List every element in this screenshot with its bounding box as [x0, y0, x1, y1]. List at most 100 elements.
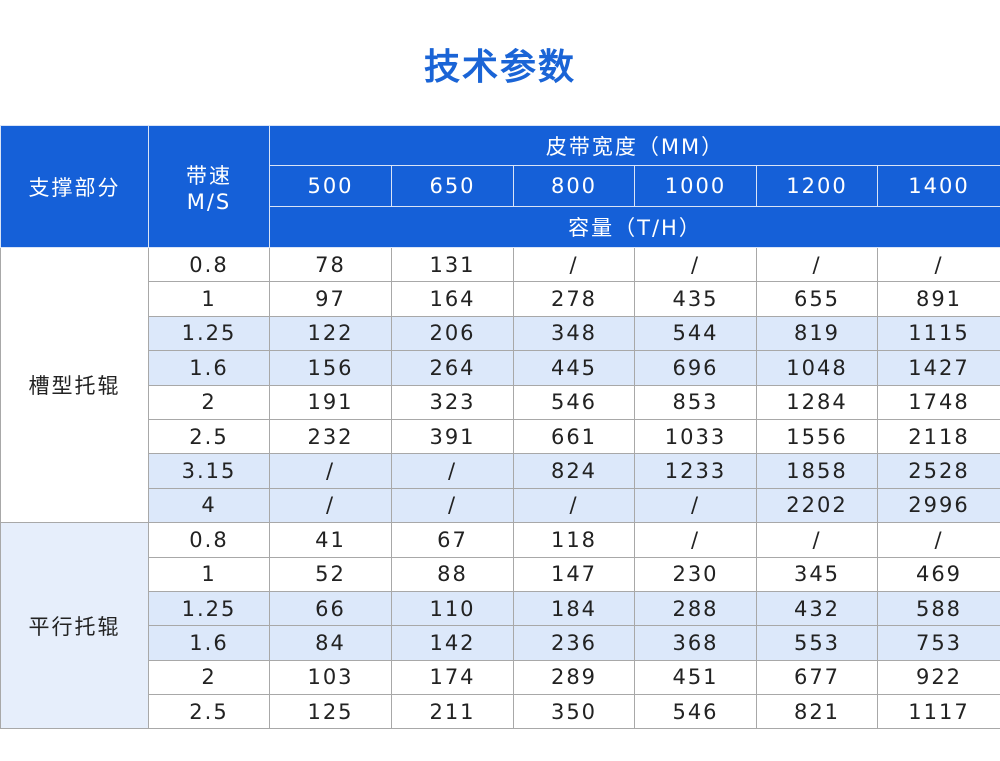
capacity-cell: /	[391, 487, 514, 524]
header-width-500: 500	[269, 165, 392, 207]
capacity-cell: 451	[634, 659, 757, 696]
header-speed: 带速 M/S	[148, 125, 270, 248]
capacity-cell: 230	[634, 556, 757, 592]
table-row: 2 191 323 546 853 1284 1748	[1, 384, 1000, 420]
capacity-cell: 922	[877, 659, 1000, 696]
capacity-cell: /	[634, 522, 757, 558]
capacity-cell: 323	[391, 384, 514, 420]
spec-table: 支撑部分 带速 M/S 皮带宽度（MM） 500 650 800 1000 1200 14…	[0, 125, 1000, 730]
capacity-cell: 1427	[877, 350, 1000, 386]
table-row: 1.6 156 264 445 696 1048 1427	[1, 350, 1000, 386]
capacity-cell: 142	[391, 625, 514, 661]
capacity-cell: 88	[391, 556, 514, 592]
table-row: 2.5 125 211 350 546 821 1117	[1, 694, 1000, 730]
capacity-cell: /	[269, 487, 392, 524]
capacity-cell: 368	[634, 625, 757, 661]
speed-cell: 1.25	[148, 315, 270, 352]
speed-cell: 3.15	[148, 453, 270, 489]
capacity-cell: 819	[756, 315, 878, 352]
capacity-cell: 345	[756, 556, 878, 592]
speed-cell: 2	[148, 659, 270, 696]
capacity-cell: 264	[391, 350, 514, 386]
capacity-cell: 66	[269, 590, 392, 627]
capacity-cell: 469	[877, 556, 1000, 592]
capacity-cell: 1556	[756, 418, 878, 455]
capacity-cell: 1858	[756, 453, 878, 489]
capacity-cell: 655	[756, 281, 878, 317]
capacity-cell: 103	[269, 659, 392, 696]
speed-cell: 0.8	[148, 246, 270, 283]
capacity-cell: 544	[634, 315, 757, 352]
capacity-cell: 588	[877, 590, 1000, 627]
capacity-cell: 211	[391, 694, 514, 730]
group-label: 平行托辊	[0, 522, 149, 730]
header-width-1200: 1200	[756, 165, 878, 207]
capacity-cell: /	[513, 487, 635, 524]
capacity-cell: 1117	[877, 694, 1000, 730]
capacity-cell: 122	[269, 315, 392, 352]
capacity-cell: 891	[877, 281, 1000, 317]
capacity-cell: /	[269, 453, 392, 489]
header-belt-width: 皮带宽度（MM）	[269, 125, 1000, 166]
capacity-cell: 553	[756, 625, 878, 661]
capacity-cell: 147	[513, 556, 635, 592]
capacity-cell: 753	[877, 625, 1000, 661]
speed-cell: 2.5	[148, 694, 270, 730]
capacity-cell: /	[877, 246, 1000, 283]
capacity-cell: 824	[513, 453, 635, 489]
capacity-cell: /	[756, 522, 878, 558]
table-row: 1 97 164 278 435 655 891	[1, 281, 1000, 317]
capacity-cell: 289	[513, 659, 635, 696]
speed-cell: 1	[148, 556, 270, 592]
header-width-1400: 1400	[877, 165, 1000, 207]
table-row: 2.5 232 391 661 1033 1556 2118	[1, 418, 1000, 455]
capacity-cell: 2118	[877, 418, 1000, 455]
capacity-cell: 97	[269, 281, 392, 317]
capacity-cell: 445	[513, 350, 635, 386]
capacity-cell: /	[391, 453, 514, 489]
capacity-cell: 84	[269, 625, 392, 661]
capacity-cell: 118	[513, 522, 635, 558]
capacity-cell: 1284	[756, 384, 878, 420]
capacity-cell: 41	[269, 522, 392, 558]
capacity-cell: 853	[634, 384, 757, 420]
header-width-800: 800	[513, 165, 635, 207]
speed-cell: 1	[148, 281, 270, 317]
header-speed-label: 带速	[186, 163, 232, 188]
table-row: 平行托辊 0.8 41 67 118// /	[0, 522, 1000, 730]
capacity-cell: 391	[391, 418, 514, 455]
capacity-cell: /	[634, 246, 757, 283]
table-row: 4// //2202 2996	[1, 487, 1000, 524]
table-row: 1.25 66 110 184 288 432 588	[1, 590, 1000, 627]
capacity-cell: 2996	[877, 487, 1000, 524]
capacity-cell: 696	[634, 350, 757, 386]
capacity-cell: 191	[269, 384, 392, 420]
capacity-cell: 184	[513, 590, 635, 627]
header-capacity: 容量（T/H）	[269, 206, 1000, 248]
table-row: 3.15//824 1233 1858 2528	[1, 453, 1000, 489]
table-row: 1.25 122 206 348 544 819 1115	[1, 315, 1000, 352]
capacity-cell: 2528	[877, 453, 1000, 489]
capacity-cell: 1748	[877, 384, 1000, 420]
capacity-cell: 661	[513, 418, 635, 455]
table-row: 1 52 88 147 230 345 469	[1, 556, 1000, 592]
capacity-cell: 288	[634, 590, 757, 627]
capacity-cell: 546	[513, 384, 635, 420]
capacity-cell: 2202	[756, 487, 878, 524]
capacity-cell: 1033	[634, 418, 757, 455]
header-speed-unit: M/S	[186, 189, 232, 214]
capacity-cell: /	[756, 246, 878, 283]
speed-cell: 1.6	[148, 350, 270, 386]
page-title: 技术参数	[423, 47, 576, 88]
header-section: 支撑部分	[0, 125, 149, 248]
capacity-cell: 110	[391, 590, 514, 627]
capacity-cell: 174	[391, 659, 514, 696]
speed-cell: 1.6	[148, 625, 270, 661]
capacity-cell: 67	[391, 522, 514, 558]
capacity-cell: 206	[391, 315, 514, 352]
capacity-cell: 1233	[634, 453, 757, 489]
group-label: 槽型托辊	[0, 246, 149, 524]
table-row: 2 103 174 289 451 677 922	[1, 659, 1000, 696]
speed-cell: 2.5	[148, 418, 270, 455]
header-width-1000: 1000	[634, 165, 757, 207]
